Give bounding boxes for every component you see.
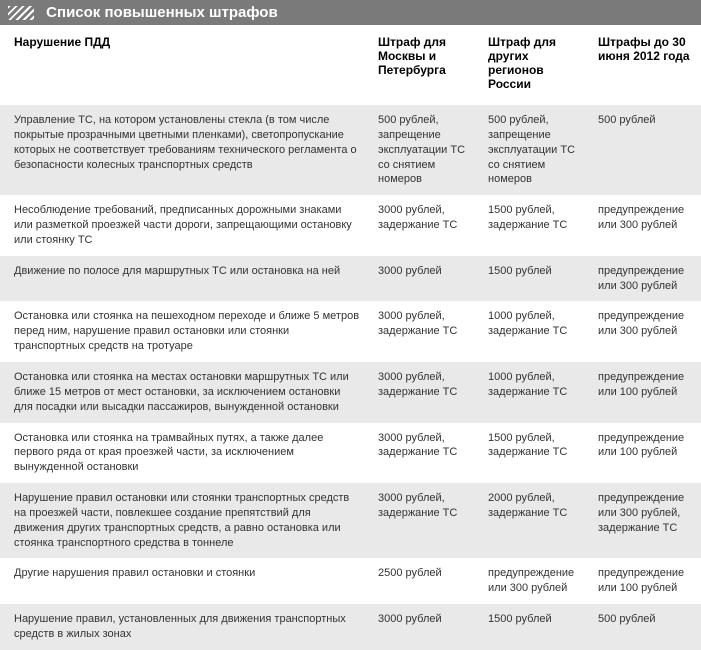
table-row: Остановка или стоянка на пешеходном пере… [0, 301, 701, 362]
table-header-row: Нарушение ПДД Штраф для Москвы и Петербу… [0, 25, 701, 105]
cell-fine: 500 рублей, запрещение эксплуатации ТС с… [480, 105, 590, 195]
section-title-bar: Список повышенных штрафов [0, 0, 701, 25]
cell-fine: предупреждение или 300 рублей [590, 195, 701, 256]
cell-fine: 1500 рублей [480, 604, 590, 650]
cell-violation: Другие нарушения правил остановки и стоя… [0, 558, 370, 604]
cell-fine: 500 рублей [590, 105, 701, 195]
cell-fine: 3000 рублей, задержание ТС [370, 362, 480, 423]
cell-violation: Остановка или стоянка на трамвайных путя… [0, 423, 370, 484]
cell-fine: предупреждение или 300 рублей [590, 256, 701, 302]
cell-fine: предупреждение или 100 рублей [590, 558, 701, 604]
cell-fine: предупреждение или 100 рублей [590, 423, 701, 484]
col-header-regions: Штраф для других регионов России [480, 25, 590, 105]
cell-fine: 1000 рублей, задержание ТС [480, 362, 590, 423]
cell-fine: предупреждение или 300 рублей [480, 558, 590, 604]
cell-fine: 3000 рублей, задержание ТС [370, 301, 480, 362]
table-row: Остановка или стоянка на местах остановк… [0, 362, 701, 423]
cell-violation: Управление ТС, на котором установлены ст… [0, 105, 370, 195]
cell-fine: предупреждение или 300 рублей [590, 301, 701, 362]
cell-violation: Нарушение правил остановки или стоянки т… [0, 483, 370, 558]
cell-fine: предупреждение или 300 рублей, задержани… [590, 483, 701, 558]
cell-fine: 1000 рублей, задержание ТС [480, 301, 590, 362]
cell-fine: 3000 рублей [370, 256, 480, 302]
cell-violation: Движение по полосе для маршрутных ТС или… [0, 256, 370, 302]
cell-fine: 3000 рублей, задержание ТС [370, 195, 480, 256]
section-title: Список повышенных штрафов [46, 4, 278, 21]
cell-fine: 3000 рублей, задержание ТС [370, 483, 480, 558]
col-header-before2012: Штрафы до 30 июня 2012 года [590, 25, 701, 105]
table-row: Нарушение правил остановки или стоянки т… [0, 483, 701, 558]
table-row: Несоблюдение требований, предписанных до… [0, 195, 701, 256]
cell-violation: Нарушение правил, установленных для движ… [0, 604, 370, 650]
cell-fine: 500 рублей, запрещение эксплуатации ТС с… [370, 105, 480, 195]
col-header-moscow: Штраф для Москвы и Петербурга [370, 25, 480, 105]
cell-fine: 2000 рублей, задержание ТС [480, 483, 590, 558]
cell-violation: Несоблюдение требований, предписанных до… [0, 195, 370, 256]
table-row: Остановка или стоянка на трамвайных путя… [0, 423, 701, 484]
table-row: Другие нарушения правил остановки и стоя… [0, 558, 701, 604]
fines-table: Нарушение ПДД Штраф для Москвы и Петербу… [0, 25, 701, 650]
col-header-violation: Нарушение ПДД [0, 25, 370, 105]
cell-fine: 500 рублей [590, 604, 701, 650]
cell-fine: 3000 рублей, задержание ТС [370, 423, 480, 484]
cell-fine: 1500 рублей [480, 256, 590, 302]
cell-fine: 1500 рублей, задержание ТС [480, 195, 590, 256]
cell-fine: предупреждение или 100 рублей [590, 362, 701, 423]
cell-fine: 1500 рублей, задержание ТС [480, 423, 590, 484]
cell-violation: Остановка или стоянка на пешеходном пере… [0, 301, 370, 362]
table-row: Управление ТС, на котором установлены ст… [0, 105, 701, 195]
cell-fine: 2500 рублей [370, 558, 480, 604]
table-row: Движение по полосе для маршрутных ТС или… [0, 256, 701, 302]
cell-violation: Остановка или стоянка на местах остановк… [0, 362, 370, 423]
cell-fine: 3000 рублей [370, 604, 480, 650]
table-row: Нарушение правил, установленных для движ… [0, 604, 701, 650]
